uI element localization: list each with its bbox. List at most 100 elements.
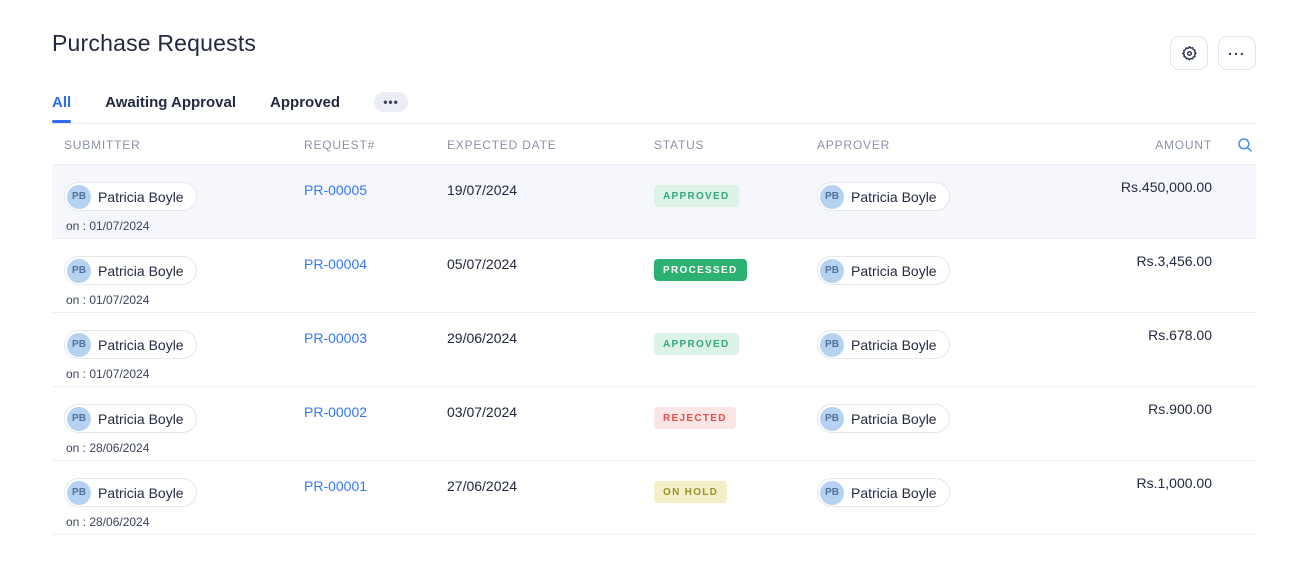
page-header: Purchase Requests ... — [52, 30, 1256, 70]
expected-date-cell: 27/06/2024 — [447, 478, 518, 494]
status-cell: ON HOLD — [654, 461, 817, 534]
submitter-chip: PB Patricia Boyle — [64, 182, 197, 211]
avatar: PB — [67, 332, 91, 357]
avatar: PB — [820, 258, 844, 283]
table-row: PB Patricia Boyle on : 01/07/2024 PR-000… — [52, 313, 1256, 387]
tab-approved[interactable]: Approved — [270, 93, 341, 111]
table-header: Submitter Request# Expected Date Status … — [52, 124, 1256, 165]
approver-chip: PB Patricia Boyle — [817, 478, 950, 507]
submitter-chip: PB Patricia Boyle — [64, 330, 197, 359]
approver-chip: PB Patricia Boyle — [817, 182, 950, 211]
expected-date-cell: 29/06/2024 — [447, 330, 518, 346]
avatar: PB — [820, 480, 844, 505]
submitted-on-date: on : 01/07/2024 — [66, 293, 150, 307]
header-actions: ... — [1170, 36, 1256, 70]
request-cell: PR-00005 — [304, 165, 447, 238]
submitted-on-date: on : 28/06/2024 — [66, 441, 150, 455]
submitter-name: Patricia Boyle — [98, 262, 184, 279]
avatar: PB — [67, 406, 91, 431]
expected-date-cell: 03/07/2024 — [447, 404, 518, 420]
approver-cell: PB Patricia Boyle — [817, 461, 1042, 534]
amount-cell: Rs.450,000.00 — [1120, 179, 1212, 195]
table-row: PB Patricia Boyle on : 28/06/2024 PR-000… — [52, 461, 1256, 535]
submitted-on-date: on : 01/07/2024 — [66, 219, 150, 233]
approver-chip: PB Patricia Boyle — [817, 330, 950, 359]
table-body: PB Patricia Boyle on : 01/07/2024 PR-000… — [52, 165, 1256, 535]
settings-button[interactable] — [1170, 36, 1208, 70]
submitter-chip: PB Patricia Boyle — [64, 256, 197, 285]
avatar: PB — [67, 184, 91, 209]
purchase-requests-page: Purchase Requests ... All Awaiting Appro… — [52, 30, 1256, 535]
approver-chip: PB Patricia Boyle — [817, 256, 950, 285]
submitter-chip: PB Patricia Boyle — [64, 404, 197, 433]
column-header-request[interactable]: Request# — [304, 138, 376, 152]
column-header-expected-date[interactable]: Expected Date — [447, 138, 557, 152]
approver-cell: PB Patricia Boyle — [817, 313, 1042, 386]
tab-all[interactable]: All — [52, 94, 72, 123]
approver-name: Patricia Boyle — [851, 484, 937, 501]
submitter-chip: PB Patricia Boyle — [64, 478, 197, 507]
column-header-status[interactable]: Status — [654, 138, 705, 152]
expected-date-cell: 05/07/2024 — [447, 256, 518, 272]
column-header-submitter[interactable]: Submitter — [64, 138, 141, 152]
status-badge: APPROVED — [654, 333, 739, 355]
request-link[interactable]: PR-00002 — [304, 404, 368, 420]
amount-cell: Rs.3,456.00 — [1136, 253, 1213, 269]
request-cell: PR-00001 — [304, 461, 447, 534]
amount-cell: Rs.1,000.00 — [1136, 475, 1213, 491]
table-row: PB Patricia Boyle on : 01/07/2024 PR-000… — [52, 165, 1256, 239]
approver-cell: PB Patricia Boyle — [817, 387, 1042, 460]
submitter-cell: PB Patricia Boyle on : 28/06/2024 — [64, 461, 304, 534]
tab-bar: All Awaiting Approval Approved ••• — [52, 92, 1256, 124]
expected-date-cell: 19/07/2024 — [447, 182, 518, 198]
request-cell: PR-00003 — [304, 313, 447, 386]
tab-awaiting-approval[interactable]: Awaiting Approval — [105, 93, 237, 111]
status-badge: REJECTED — [654, 407, 736, 429]
submitted-on-date: on : 01/07/2024 — [66, 367, 150, 381]
submitter-name: Patricia Boyle — [98, 336, 184, 353]
request-link[interactable]: PR-00004 — [304, 256, 368, 272]
request-cell: PR-00002 — [304, 387, 447, 460]
avatar: PB — [820, 406, 844, 431]
request-link[interactable]: PR-00001 — [304, 478, 368, 494]
tab-overflow-button[interactable]: ••• — [374, 92, 409, 112]
submitted-on-date: on : 28/06/2024 — [66, 515, 150, 529]
table-row: PB Patricia Boyle on : 28/06/2024 PR-000… — [52, 387, 1256, 461]
approver-cell: PB Patricia Boyle — [817, 165, 1042, 238]
table-row: PB Patricia Boyle on : 01/07/2024 PR-000… — [52, 239, 1256, 313]
submitter-name: Patricia Boyle — [98, 410, 184, 427]
column-header-approver[interactable]: Approver — [817, 138, 891, 152]
status-cell: REJECTED — [654, 387, 817, 460]
column-header-amount[interactable]: Amount — [1155, 138, 1212, 152]
submitter-name: Patricia Boyle — [98, 484, 184, 501]
avatar: PB — [820, 332, 844, 357]
approver-name: Patricia Boyle — [851, 188, 937, 205]
submitter-name: Patricia Boyle — [98, 188, 184, 205]
submitter-cell: PB Patricia Boyle on : 01/07/2024 — [64, 313, 304, 386]
gear-icon — [1181, 45, 1198, 62]
request-link[interactable]: PR-00005 — [304, 182, 368, 198]
amount-cell: Rs.900.00 — [1148, 401, 1212, 417]
status-cell: APPROVED — [654, 313, 817, 386]
status-badge: PROCESSED — [654, 259, 747, 281]
more-button[interactable]: ... — [1218, 36, 1256, 70]
avatar: PB — [67, 480, 91, 505]
status-badge: ON HOLD — [654, 481, 728, 503]
submitter-cell: PB Patricia Boyle on : 01/07/2024 — [64, 239, 304, 312]
submitter-cell: PB Patricia Boyle on : 28/06/2024 — [64, 387, 304, 460]
approver-cell: PB Patricia Boyle — [817, 239, 1042, 312]
search-icon[interactable] — [1236, 136, 1254, 154]
ellipsis-icon: ... — [1228, 42, 1246, 58]
approver-name: Patricia Boyle — [851, 410, 937, 427]
approver-name: Patricia Boyle — [851, 336, 937, 353]
status-cell: APPROVED — [654, 165, 817, 238]
approver-name: Patricia Boyle — [851, 262, 937, 279]
status-cell: PROCESSED — [654, 239, 817, 312]
approver-chip: PB Patricia Boyle — [817, 404, 950, 433]
avatar: PB — [820, 184, 844, 209]
submitter-cell: PB Patricia Boyle on : 01/07/2024 — [64, 165, 304, 238]
request-link[interactable]: PR-00003 — [304, 330, 368, 346]
status-badge: APPROVED — [654, 185, 739, 207]
request-cell: PR-00004 — [304, 239, 447, 312]
page-title: Purchase Requests — [52, 30, 257, 56]
